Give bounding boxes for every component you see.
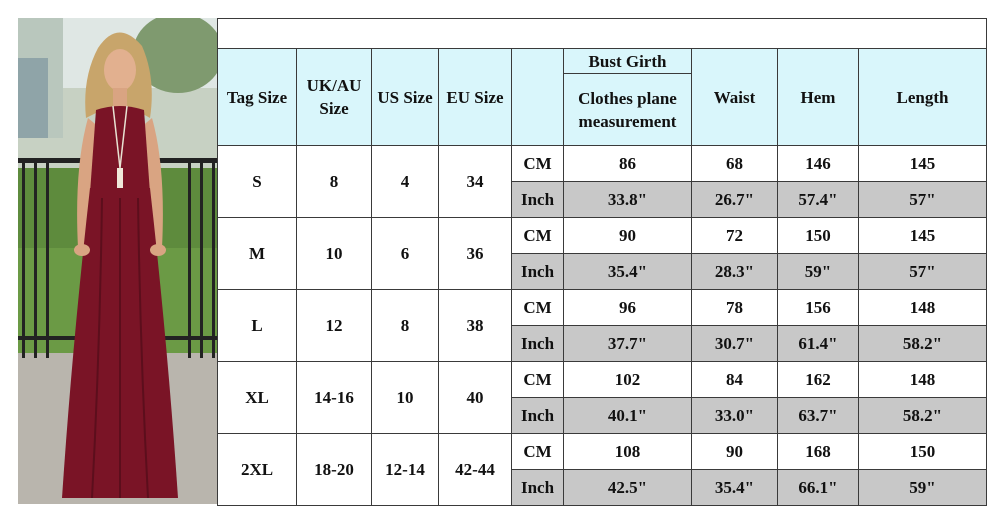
unit-cm-cell: CM (511, 217, 564, 254)
hem-inch-cell: 66.1" (777, 469, 859, 506)
eu-size-cell: 40 (438, 361, 512, 434)
unit-inch-cell: Inch (511, 469, 564, 506)
header-us-size: US Size (371, 48, 439, 146)
unit-inch-cell: Inch (511, 181, 564, 218)
eu-size-cell: 42-44 (438, 433, 512, 506)
table-row-inch: Inch 40.1" 33.0" 63.7" 58.2" (218, 397, 988, 434)
tag-size-cell: M (217, 217, 297, 290)
header-spacer-row (216, 18, 988, 49)
header-eu-size: EU Size (438, 48, 512, 146)
hem-inch-cell: 63.7" (777, 397, 859, 434)
uk-au-size-cell: 10 (296, 217, 372, 290)
table-row-cm: 2XL 18-20 12-14 42-44 CM 108 90 168 150 (217, 433, 988, 506)
bust-inch-cell: 42.5" (563, 469, 692, 506)
bust-inch-cell: 33.8" (563, 181, 692, 218)
waist-cm-cell: 68 (691, 145, 778, 182)
eu-size-cell: 36 (438, 217, 512, 290)
length-inch-cell: 59" (857, 469, 988, 506)
hem-cm-cell: 146 (777, 145, 859, 182)
product-photo (18, 18, 217, 504)
header-hem: Hem (777, 48, 859, 146)
us-size-cell: 10 (371, 361, 439, 434)
bust-cm-cell: 90 (563, 217, 692, 254)
hem-inch-cell: 57.4" (777, 181, 859, 218)
length-cm-cell: 145 (857, 217, 988, 254)
waist-cm-cell: 72 (691, 217, 778, 254)
length-cm-cell: 148 (857, 289, 988, 326)
length-inch-cell: 57" (857, 181, 988, 218)
bust-inch-cell: 35.4" (563, 253, 692, 290)
waist-cm-cell: 90 (691, 433, 778, 470)
hem-inch-cell: 61.4" (777, 325, 859, 362)
eu-size-cell: 38 (438, 289, 512, 362)
us-size-cell: 8 (371, 289, 439, 362)
bust-cm-cell: 102 (563, 361, 692, 398)
hem-cm-cell: 156 (777, 289, 859, 326)
unit-cm-cell: CM (511, 433, 564, 470)
waist-inch-cell: 26.7" (691, 181, 778, 218)
uk-au-size-cell: 18-20 (296, 433, 372, 506)
hem-cm-cell: 168 (777, 433, 859, 470)
uk-au-size-cell: 8 (296, 145, 372, 218)
header-row-sub: Clothes plane measurement (218, 73, 987, 146)
us-size-cell: 12-14 (371, 433, 439, 506)
length-cm-cell: 145 (857, 145, 988, 182)
table-row-cm: L 12 8 38 CM 96 78 156 148 (217, 289, 988, 362)
length-inch-cell: 57" (857, 253, 988, 290)
waist-inch-cell: 28.3" (691, 253, 778, 290)
table-row-inch: Inch 37.7" 30.7" 61.4" 58.2" (218, 325, 988, 362)
header-clothes-plane-measurement: Clothes plane measurement (563, 73, 692, 146)
unit-inch-cell: Inch (511, 397, 564, 434)
length-inch-cell: 58.2" (857, 325, 988, 362)
header-length: Length (857, 48, 988, 146)
tag-size-cell: 2XL (217, 433, 297, 506)
header-waist: Waist (691, 48, 778, 146)
table-row-cm: M 10 6 36 CM 90 72 150 145 (217, 217, 988, 290)
us-size-cell: 6 (371, 217, 439, 290)
unit-inch-cell: Inch (511, 253, 564, 290)
table-row-inch: Inch 42.5" 35.4" 66.1" 59" (218, 469, 988, 506)
us-size-cell: 4 (371, 145, 439, 218)
waist-inch-cell: 30.7" (691, 325, 778, 362)
hem-cm-cell: 162 (777, 361, 859, 398)
bust-inch-cell: 37.7" (563, 325, 692, 362)
length-inch-cell: 58.2" (857, 397, 988, 434)
unit-cm-cell: CM (511, 289, 564, 326)
table-row-inch: Inch 35.4" 28.3" 59" 57" (218, 253, 988, 290)
header-uk-au-size: UK/AU Size (296, 48, 372, 146)
unit-inch-cell: Inch (511, 325, 564, 362)
model-illustration (18, 18, 217, 504)
hem-cm-cell: 150 (777, 217, 859, 254)
waist-inch-cell: 33.0" (691, 397, 778, 434)
length-cm-cell: 150 (857, 433, 988, 470)
bust-cm-cell: 96 (563, 289, 692, 326)
tag-size-cell: XL (217, 361, 297, 434)
bust-cm-cell: 108 (563, 433, 692, 470)
waist-cm-cell: 78 (691, 289, 778, 326)
table-row-inch: Inch 33.8" 26.7" 57.4" 57" (218, 181, 988, 218)
length-cm-cell: 148 (857, 361, 988, 398)
tag-size-cell: S (217, 145, 297, 218)
waist-inch-cell: 35.4" (691, 469, 778, 506)
bust-inch-cell: 40.1" (563, 397, 692, 434)
unit-cm-cell: CM (511, 145, 564, 182)
size-rows: S 8 4 34 CM 86 68 146 145 Inch 33.8" 26.7" 57.4" 57" M… (217, 145, 988, 506)
waist-cm-cell: 84 (691, 361, 778, 398)
header-tag-size: Tag Size (217, 48, 297, 146)
size-chart-table: Tag Size UK/AU Size US Size EU Size Bust… (216, 18, 988, 506)
uk-au-size-cell: 14-16 (296, 361, 372, 434)
tag-size-cell: L (217, 289, 297, 362)
bust-cm-cell: 86 (563, 145, 692, 182)
uk-au-size-cell: 12 (296, 289, 372, 362)
hem-inch-cell: 59" (777, 253, 859, 290)
header-bust-girth: Bust Girth (563, 48, 692, 74)
header-unit (511, 48, 564, 146)
table-row-cm: S 8 4 34 CM 86 68 146 145 (217, 145, 988, 218)
header-spacer (216, 18, 988, 49)
unit-cm-cell: CM (511, 361, 564, 398)
header-row: Tag Size UK/AU Size US Size EU Size Bust… (217, 48, 988, 146)
eu-size-cell: 34 (438, 145, 512, 218)
table-row-cm: XL 14-16 10 40 CM 102 84 162 148 (217, 361, 988, 434)
